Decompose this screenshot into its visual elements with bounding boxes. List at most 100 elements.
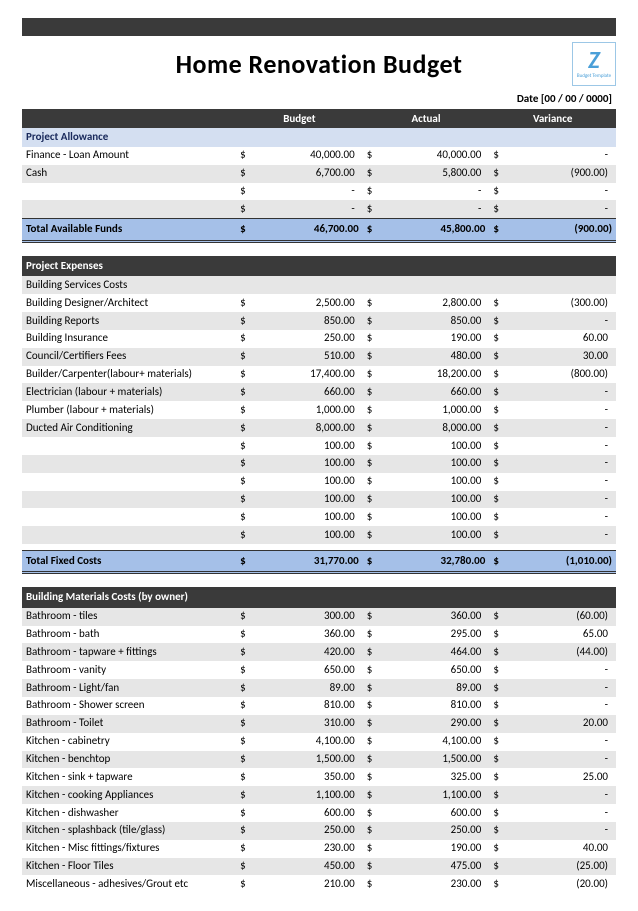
table-row: Kitchen - cooking Appliances$1,100.00$1,… <box>22 786 616 804</box>
currency-symbol: $ <box>236 147 254 165</box>
total-budget: 46,700.00 <box>254 219 363 242</box>
table-row: Finance - Loan Amount$40,000.00$40,000.0… <box>22 147 616 165</box>
currency-symbol: $ <box>489 165 507 183</box>
total-budget: 31,770.00 <box>254 550 363 573</box>
table-row: Bathroom - Light/fan$89.00$89.00$- <box>22 679 616 697</box>
table-row: Bathroom - tiles$300.00$360.00$(60.00) <box>22 608 616 626</box>
currency-symbol: $ <box>236 608 254 626</box>
currency-symbol: $ <box>489 875 507 893</box>
table-row: $100.00$100.00$- <box>22 473 616 491</box>
currency-symbol: $ <box>236 294 254 312</box>
actual-value: - <box>381 183 490 201</box>
table-row: $100.00$100.00$- <box>22 526 616 544</box>
variance-value: (44.00) <box>507 643 616 661</box>
currency-symbol: $ <box>489 419 507 437</box>
currency-symbol: $ <box>489 840 507 858</box>
budget-value: 100.00 <box>254 455 363 473</box>
table-row: Bathroom - vanity$650.00$650.00$- <box>22 661 616 679</box>
variance-value: - <box>507 401 616 419</box>
table-row: $-$-$- <box>22 183 616 201</box>
currency-symbol: $ <box>363 822 381 840</box>
table-row: Kitchen - sink + tapware$350.00$325.00$2… <box>22 768 616 786</box>
column-header-row: Budget Actual Variance <box>22 109 616 128</box>
currency-symbol: $ <box>236 401 254 419</box>
budget-value: 810.00 <box>254 697 363 715</box>
currency-symbol: $ <box>489 804 507 822</box>
budget-value: 250.00 <box>254 822 363 840</box>
currency-symbol: $ <box>236 455 254 473</box>
budget-value: 510.00 <box>254 348 363 366</box>
currency-symbol: $ <box>363 200 381 218</box>
actual-value: 650.00 <box>381 661 490 679</box>
actual-value: 850.00 <box>381 312 490 330</box>
currency-symbol: $ <box>489 455 507 473</box>
budget-value: 650.00 <box>254 661 363 679</box>
table-row: Kitchen - splashback (tile/glass)$250.00… <box>22 822 616 840</box>
table-row: Kitchen - dishwasher$600.00$600.00$- <box>22 804 616 822</box>
budget-value: 600.00 <box>254 804 363 822</box>
currency-symbol: $ <box>236 348 254 366</box>
table-row: Miscellaneous - adhesives/Grout etc$210.… <box>22 875 616 893</box>
currency-symbol: $ <box>489 508 507 526</box>
currency-symbol: $ <box>363 147 381 165</box>
currency-symbol: $ <box>489 312 507 330</box>
table-row: $100.00$100.00$- <box>22 508 616 526</box>
actual-value: 100.00 <box>381 526 490 544</box>
budget-value: 40,000.00 <box>254 147 363 165</box>
currency-symbol: $ <box>236 661 254 679</box>
variance-value: - <box>507 473 616 491</box>
row-label: Kitchen - Floor Tiles <box>22 858 236 876</box>
variance-value: - <box>507 733 616 751</box>
actual-value: 5,800.00 <box>381 165 490 183</box>
variance-value: - <box>507 147 616 165</box>
budget-value: 2,500.00 <box>254 294 363 312</box>
actual-value: 660.00 <box>381 383 490 401</box>
budget-value: 100.00 <box>254 526 363 544</box>
row-label: Building Designer/Architect <box>22 294 236 312</box>
currency-symbol: $ <box>363 165 381 183</box>
actual-value: 100.00 <box>381 508 490 526</box>
table-row: Bathroom - tapware + fittings$420.00$464… <box>22 643 616 661</box>
currency-symbol: $ <box>236 419 254 437</box>
table-row: $100.00$100.00$- <box>22 491 616 509</box>
currency-symbol: $ <box>363 491 381 509</box>
currency-symbol: $ <box>489 661 507 679</box>
variance-value: - <box>507 751 616 769</box>
budget-value: 17,400.00 <box>254 366 363 384</box>
currency-symbol: $ <box>489 858 507 876</box>
currency-symbol: $ <box>363 383 381 401</box>
currency-symbol: $ <box>363 661 381 679</box>
currency-symbol: $ <box>236 786 254 804</box>
table-row: Building Designer/Architect$2,500.00$2,8… <box>22 294 616 312</box>
section-header: Project Expenses <box>22 256 616 277</box>
currency-symbol: $ <box>489 147 507 165</box>
currency-symbol: $ <box>489 383 507 401</box>
table-row: Building Insurance$250.00$190.00$60.00 <box>22 330 616 348</box>
logo-letter: Z <box>588 49 599 73</box>
row-label <box>22 200 236 218</box>
variance-value: 60.00 <box>507 330 616 348</box>
table-row: $-$-$- <box>22 200 616 218</box>
actual-value: 1,100.00 <box>381 786 490 804</box>
actual-value: 464.00 <box>381 643 490 661</box>
variance-value: 65.00 <box>507 626 616 644</box>
variance-value: (25.00) <box>507 858 616 876</box>
budget-value: 100.00 <box>254 508 363 526</box>
row-label <box>22 183 236 201</box>
total-row: Total Fixed Costs$31,770.00$32,780.00$(1… <box>22 550 616 573</box>
table-row: Building Reports$850.00$850.00$- <box>22 312 616 330</box>
section-header-label: Project Expenses <box>22 256 616 277</box>
budget-value: - <box>254 183 363 201</box>
variance-value: - <box>507 455 616 473</box>
currency-symbol: $ <box>236 840 254 858</box>
row-label <box>22 526 236 544</box>
row-label <box>22 491 236 509</box>
currency-symbol: $ <box>363 786 381 804</box>
sub-header-label: Building Services Costs <box>22 276 616 294</box>
row-label <box>22 508 236 526</box>
variance-value: - <box>507 822 616 840</box>
currency-symbol: $ <box>489 401 507 419</box>
currency-symbol: $ <box>489 200 507 218</box>
currency-symbol: $ <box>236 733 254 751</box>
variance-value: 20.00 <box>507 715 616 733</box>
